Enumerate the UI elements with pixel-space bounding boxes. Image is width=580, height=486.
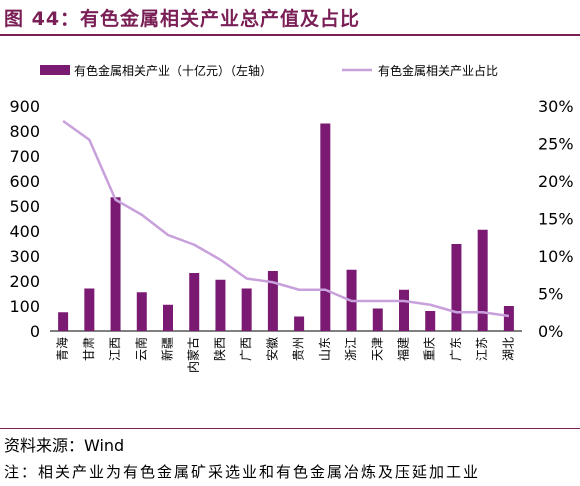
left-axis-tick-label: 100 [9, 297, 40, 316]
bar [477, 229, 488, 331]
x-category-label: 江西 [108, 337, 122, 361]
x-category-label: 山东 [318, 337, 332, 361]
figure-title: 图 44：有色金属相关产业总产值及占比 [4, 8, 361, 30]
x-category-label: 陕西 [212, 337, 227, 361]
left-axis-tick-label: 300 [9, 247, 40, 266]
right-axis-tick-label: 25% [538, 135, 574, 154]
left-axis-tick-label: 400 [9, 222, 40, 241]
share-line [62, 119, 510, 318]
bottom-divider [0, 428, 580, 429]
bar [267, 271, 278, 331]
left-axis-tick-label: 700 [9, 147, 40, 166]
note-text: 注：相关产业为有色金属矿采选业和有色金属冶炼及压延加工业 [4, 463, 481, 481]
legend-bar-swatch [40, 65, 70, 75]
x-category-label: 新疆 [160, 337, 175, 361]
left-axis-tick-label: 900 [9, 97, 40, 116]
bar [451, 244, 462, 331]
bar [241, 288, 252, 331]
bar [163, 304, 173, 331]
x-category-label: 天津 [370, 337, 384, 361]
bar [503, 306, 514, 331]
x-category-label: 江苏 [475, 337, 489, 361]
x-category-label: 广东 [449, 337, 463, 361]
x-category-label: 湖北 [500, 337, 515, 361]
left-axis-tick-label: 0 [30, 322, 40, 341]
bar [372, 308, 383, 331]
title-bar: 图 44：有色金属相关产业总产值及占比 [0, 0, 580, 36]
bar [399, 289, 409, 331]
chart-svg: 有色金属相关产业（十亿元）（左轴） 有色金属相关产业占比 0 100 200 300 400… [9, 63, 574, 373]
source-text: 资料来源：Wind [4, 436, 125, 455]
bar [425, 311, 436, 331]
bar [215, 279, 226, 331]
x-category-label: 甘肃 [82, 337, 96, 361]
x-category-label: 重庆 [423, 337, 437, 361]
right-axis-tick-label: 0% [538, 322, 563, 341]
left-axis-tick-label: 800 [9, 122, 40, 141]
right-axis-tick-label: 10% [538, 247, 574, 266]
bar [320, 123, 331, 331]
bar [58, 312, 69, 331]
x-category-label: 浙江 [344, 337, 358, 361]
x-category-label: 福建 [396, 337, 411, 361]
legend-line-label: 有色金属相关产业占比 [378, 63, 498, 78]
legend-bar-label: 有色金属相关产业（十亿元）（左轴） [74, 63, 272, 78]
right-axis-tick-label: 5% [538, 285, 563, 304]
bar [294, 316, 305, 331]
x-category-label: 内蒙古 [186, 337, 201, 373]
bar [136, 292, 147, 331]
left-axis-tick-label: 600 [9, 172, 40, 191]
right-axis-tick-label: 30% [538, 97, 574, 116]
left-axis-tick-label: 200 [9, 272, 40, 291]
bar [110, 197, 121, 331]
x-category-label: 青海 [55, 337, 70, 361]
right-axis-tick-label: 15% [538, 210, 574, 229]
bar [84, 288, 95, 331]
bar [189, 273, 200, 331]
chart: 有色金属相关产业（十亿元）（左轴） 有色金属相关产业占比 0 100 200 300 400… [0, 36, 580, 428]
right-axis-tick-label: 20% [538, 172, 574, 191]
x-category-label: 贵州 [292, 337, 306, 361]
x-category-label: 广西 [239, 337, 253, 361]
x-category-label: 安徽 [264, 337, 279, 361]
left-axis-tick-label: 500 [9, 197, 40, 216]
x-category-label: 云南 [133, 337, 148, 361]
